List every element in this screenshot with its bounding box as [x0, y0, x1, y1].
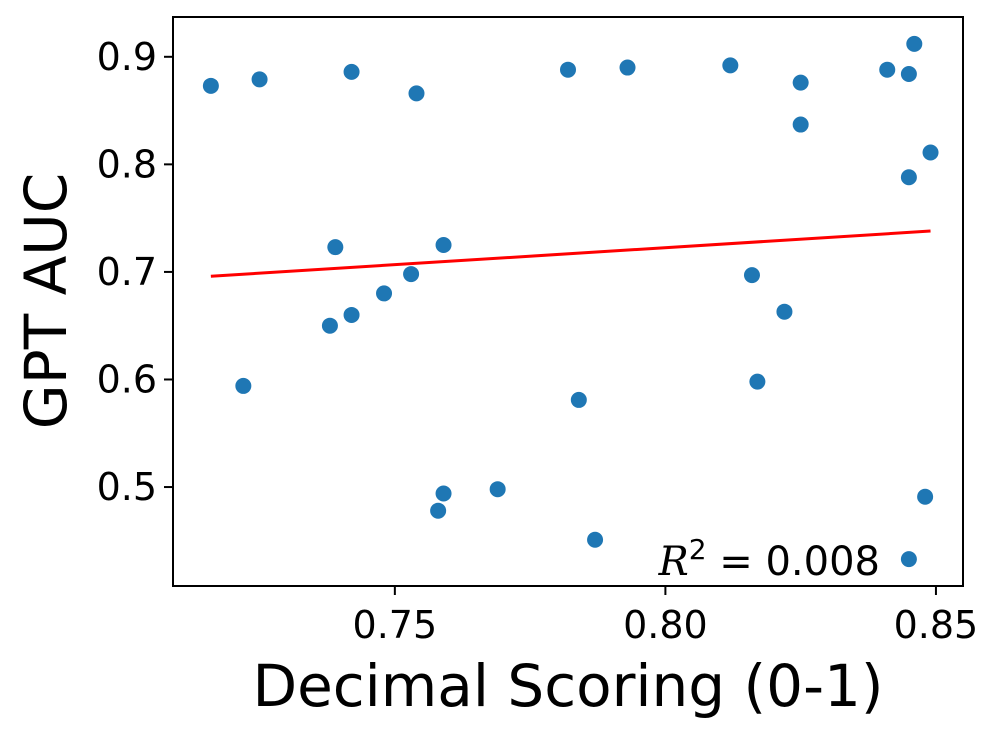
- y-axis-ticks: 0.5 0.6 0.7 0.8 0.9: [97, 35, 173, 509]
- y-tick-label: 0.6: [97, 357, 157, 401]
- data-point: [435, 485, 452, 502]
- regression-line: [210, 229, 931, 278]
- r-squared-value: = 0.008: [707, 539, 880, 585]
- data-point: [792, 116, 809, 133]
- x-axis-title: Decimal Scoring (0-1): [252, 652, 883, 720]
- x-tick-label: 0.75: [353, 603, 438, 647]
- data-point: [743, 267, 760, 284]
- r-squared-superscript: 2: [689, 533, 707, 566]
- data-point: [376, 285, 393, 302]
- data-point: [202, 77, 219, 94]
- data-point: [408, 85, 425, 102]
- plot-frame: [172, 16, 964, 587]
- data-point: [879, 61, 896, 78]
- data-point: [321, 317, 338, 334]
- data-point: [776, 303, 793, 320]
- r-squared-symbol: R: [658, 539, 689, 585]
- data-point: [430, 502, 447, 519]
- data-point: [917, 488, 934, 505]
- x-tick-label: 0.80: [623, 603, 708, 647]
- data-point: [922, 144, 939, 161]
- data-point: [749, 373, 766, 390]
- data-point: [900, 551, 917, 568]
- y-axis-title: GPT AUC: [12, 173, 80, 429]
- r-squared-annotation: R2 = 0.008: [658, 533, 880, 585]
- y-tick-label: 0.9: [97, 35, 157, 79]
- x-tick-label: 0.85: [894, 603, 979, 647]
- data-point: [251, 71, 268, 88]
- data-point: [570, 391, 587, 408]
- data-point: [343, 306, 360, 323]
- data-point: [722, 57, 739, 74]
- data-point: [343, 63, 360, 80]
- data-point: [403, 266, 420, 283]
- data-point: [489, 481, 506, 498]
- data-point: [327, 239, 344, 256]
- data-point: [792, 74, 809, 91]
- data-point: [906, 35, 923, 52]
- data-points: [202, 35, 939, 568]
- y-tick-label: 0.8: [97, 142, 157, 186]
- data-point: [619, 59, 636, 76]
- data-point: [900, 66, 917, 83]
- data-point: [587, 531, 604, 548]
- data-point: [560, 61, 576, 78]
- y-tick-label: 0.5: [97, 465, 157, 509]
- y-tick-label: 0.7: [97, 250, 157, 294]
- x-axis-ticks: 0.75 0.80 0.85: [353, 586, 979, 647]
- regression-line-group: [210, 229, 931, 278]
- data-point: [900, 169, 917, 186]
- data-point: [235, 377, 252, 394]
- data-point: [435, 237, 452, 254]
